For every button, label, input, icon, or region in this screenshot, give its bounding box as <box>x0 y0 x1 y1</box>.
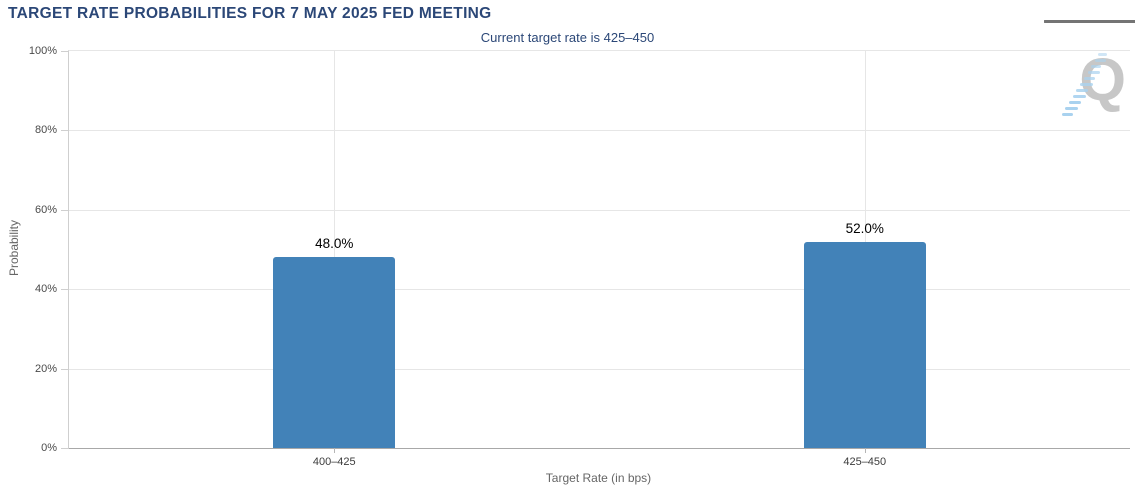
bar-value-label: 48.0% <box>315 236 354 252</box>
probability-bar[interactable] <box>273 257 396 448</box>
y-gridline <box>69 289 1130 291</box>
y-axis-tick <box>61 209 69 211</box>
y-tick-label: 80% <box>34 124 57 137</box>
probability-bar[interactable] <box>803 241 926 448</box>
y-gridline <box>69 209 1130 211</box>
x-axis-tick <box>864 448 866 453</box>
y-axis-tick <box>61 368 69 370</box>
y-axis-tick <box>61 448 69 449</box>
x-axis-title: Target Rate (in bps) <box>545 471 652 485</box>
x-category-label: 400–425 <box>312 456 356 468</box>
y-tick-label: 60% <box>34 203 57 216</box>
y-gridline <box>69 130 1130 132</box>
plot-area: 0% 20% 40% 60% 80% 100% 48.0% 400–425 52.0% 425–4… <box>29 45 1130 468</box>
chart-subtitle: Current target rate is 425–450 <box>480 30 655 45</box>
y-axis-tick <box>61 130 69 132</box>
x-gridline <box>334 51 336 448</box>
y-axis-tick <box>61 289 69 291</box>
y-tick-label: 0% <box>41 442 57 454</box>
x-category-label: 425–450 <box>843 456 887 468</box>
y-axis-title: Probability <box>7 219 21 277</box>
y-gridline <box>69 368 1130 370</box>
chart-menu-button[interactable] <box>1044 8 1135 26</box>
y-tick-label: 40% <box>34 283 57 296</box>
y-tick-label: 20% <box>34 362 57 375</box>
x-axis-tick <box>334 448 336 453</box>
y-axis-tick <box>61 51 69 52</box>
bar-value-label: 52.0% <box>845 220 884 236</box>
page-title: TARGET RATE PROBABILITIES FOR 7 MAY 2025… <box>8 5 492 22</box>
y-tick-label: 100% <box>28 45 57 57</box>
